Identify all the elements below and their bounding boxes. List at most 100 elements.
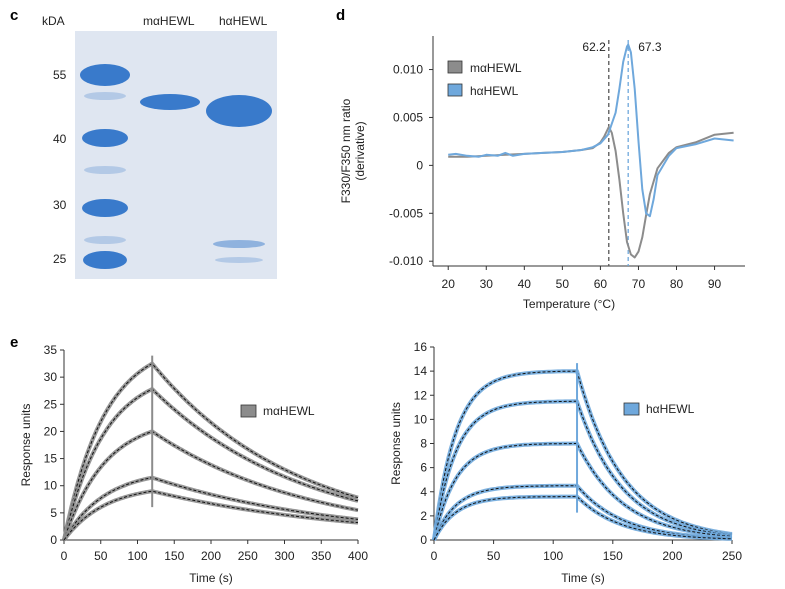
gel-marker-25: 25 [53, 252, 67, 266]
y-tick-label: 10 [414, 412, 428, 426]
gel-kda-label: kDA [42, 14, 65, 28]
x-tick-label: 150 [603, 549, 623, 563]
panel-label-c: c [10, 7, 18, 24]
chart-e-left: 0 50 100 150 200 250 300 350 400 0 5 10 15 20 25 30 35 Ti… [19, 343, 368, 585]
y-axis-label: Response units [19, 404, 33, 487]
series-line [448, 43, 734, 218]
x-axis-label: Time (s) [561, 571, 605, 585]
y-tick-label: 25 [44, 397, 58, 411]
chart-e-right: 0 50 100 150 200 250 0 2 4 6 8 10 12 14 16 Time (s) Resp… [389, 340, 742, 585]
fit-curve [433, 443, 733, 541]
fit-curve [433, 496, 733, 541]
ladder-band-25 [83, 251, 127, 269]
fit-curve [433, 400, 733, 541]
x-axis-label: Time (s) [189, 571, 233, 585]
y-tick-label: 10 [44, 479, 58, 493]
ladder-band [84, 92, 126, 100]
fit-curve [433, 370, 733, 541]
panel-label-e: e [10, 334, 18, 351]
fit-curve [63, 362, 359, 541]
x-tick-label: 250 [722, 549, 742, 563]
ladder-band-40 [82, 129, 128, 147]
y-tick-label: 6 [420, 461, 427, 475]
x-tick-label: 20 [442, 277, 456, 291]
fit-curve [63, 430, 359, 541]
panel-label-d: d [336, 7, 345, 24]
y-tick-label: 2 [420, 509, 427, 523]
x-tick-label: 80 [670, 277, 684, 291]
x-tick-label: 100 [543, 549, 563, 563]
x-tick-label: 200 [662, 549, 682, 563]
x-tick-label: 60 [594, 277, 608, 291]
x-tick-label: 0 [61, 549, 68, 563]
m-hewl-band [140, 94, 200, 110]
legend-label: mαHEWL [470, 61, 522, 75]
legend-label: hαHEWL [646, 402, 695, 416]
y-tick-label: 0 [420, 533, 427, 547]
y-tick-label: 0.005 [393, 110, 423, 124]
x-tick-label: 200 [201, 549, 221, 563]
x-tick-label: 50 [94, 549, 108, 563]
y-tick-label: -0.005 [389, 206, 423, 220]
fit-curve [63, 477, 359, 541]
x-tick-label: 40 [518, 277, 532, 291]
ladder-band [84, 236, 126, 244]
x-tick-label: 30 [480, 277, 494, 291]
sensorgram-curve [432, 399, 733, 541]
melting-point-label: 62.2 [582, 40, 606, 54]
y-tick-label: 5 [50, 506, 57, 520]
y-tick-label: 0.010 [393, 63, 423, 77]
ladder-band [84, 166, 126, 174]
x-tick-label: 150 [164, 549, 184, 563]
y-tick-label: 15 [44, 452, 58, 466]
h-hewl-minor-band [213, 240, 265, 248]
y-tick-label: -0.010 [389, 254, 423, 268]
y-tick-label: 4 [420, 485, 427, 499]
sensorgram-curve [62, 489, 359, 542]
x-tick-label: 350 [311, 549, 331, 563]
x-tick-label: 0 [431, 549, 438, 563]
x-tick-label: 50 [556, 277, 570, 291]
x-tick-label: 250 [238, 549, 258, 563]
y-tick-label: 30 [44, 370, 58, 384]
legend-swatch [623, 402, 640, 416]
gel-marker-40: 40 [53, 132, 67, 146]
y-tick-label: 0 [416, 158, 423, 172]
gel-panel: kDA mαHEWL hαHEWL 55 40 30 25 [42, 14, 277, 279]
y-tick-label: 8 [420, 437, 427, 451]
legend-label: hαHEWL [470, 84, 519, 98]
y-axis-label: (derivative) [353, 121, 367, 180]
y-tick-label: 16 [414, 340, 428, 354]
x-tick-label: 100 [127, 549, 147, 563]
y-axis-label: F330/F350 nm ratio [339, 98, 353, 203]
chart-d: 20 30 40 50 60 70 80 90 0.010 0.005 0 -0.005 -0.010 T… [339, 36, 745, 311]
h-hewl-minor-band [215, 257, 263, 263]
gel-lane-label-m: mαHEWL [143, 14, 195, 28]
legend-label: mαHEWL [263, 404, 315, 418]
y-tick-label: 0 [50, 533, 57, 547]
series-line [448, 126, 734, 259]
x-tick-label: 400 [348, 549, 368, 563]
gel-marker-30: 30 [53, 198, 67, 212]
y-tick-label: 14 [414, 364, 428, 378]
x-tick-label: 300 [274, 549, 294, 563]
x-axis-label: Temperature (°C) [523, 297, 615, 311]
legend-swatch [447, 60, 463, 74]
h-hewl-band [206, 95, 272, 127]
x-tick-label: 90 [708, 277, 722, 291]
ladder-band-30 [82, 199, 128, 217]
legend-swatch [240, 404, 257, 418]
x-tick-label: 70 [632, 277, 646, 291]
y-tick-label: 12 [414, 388, 428, 402]
ladder-band-55 [80, 64, 130, 86]
gel-marker-55: 55 [53, 68, 67, 82]
legend-swatch [447, 83, 463, 97]
melting-point-label: 67.3 [638, 40, 662, 54]
y-tick-label: 35 [44, 343, 58, 357]
fit-curve [63, 388, 359, 541]
y-tick-label: 20 [44, 424, 58, 438]
y-axis-label: Response units [389, 402, 403, 485]
x-tick-label: 50 [487, 549, 501, 563]
gel-lane-label-h: hαHEWL [219, 14, 268, 28]
